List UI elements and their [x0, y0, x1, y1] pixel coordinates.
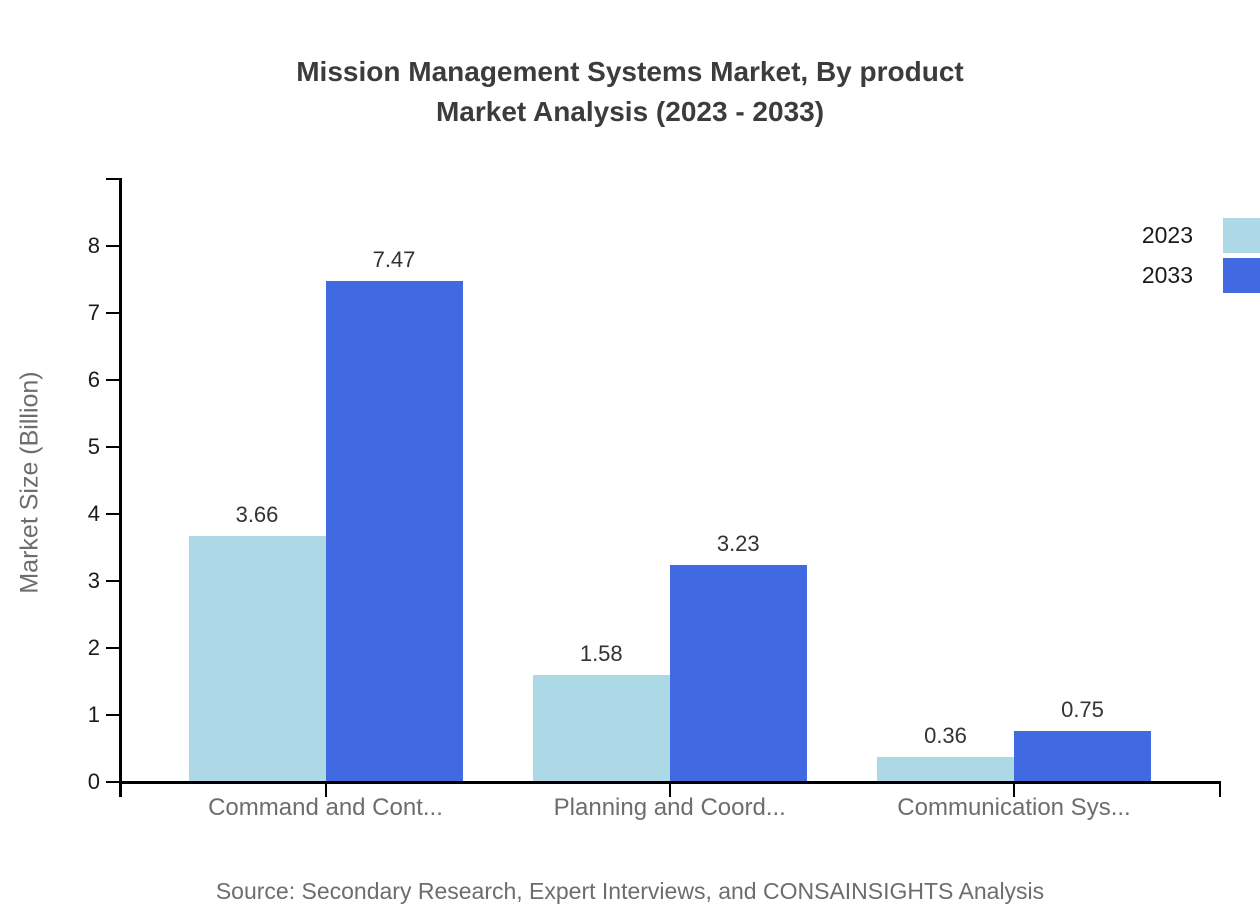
y-tick-label: 2 [87, 635, 100, 660]
bar-value-label: 1.58 [579, 641, 623, 667]
y-tick [106, 580, 119, 582]
y-tick-label: 3 [87, 568, 100, 593]
y-axis-label: Market Size (Billion) [15, 371, 44, 594]
legend-item-2023: 2023 [1142, 218, 1260, 253]
bar-2023 [877, 756, 1014, 781]
bar-2023 [188, 535, 326, 781]
y-tick [106, 446, 119, 448]
chart-title: Mission Management Systems Market, By pr… [0, 52, 1260, 132]
source-note: Source: Secondary Research, Expert Inter… [215, 878, 1045, 904]
x-tick [668, 784, 671, 797]
bar-2023 [532, 675, 670, 781]
legend-label: 2033 [1141, 262, 1193, 288]
y-tick-label: 1 [87, 702, 100, 727]
y-tick [106, 379, 119, 381]
y-tick [106, 714, 119, 716]
bar-2033 [669, 564, 807, 781]
legend-swatch-icon [1223, 218, 1260, 253]
x-tick [1013, 784, 1015, 797]
x-tick [324, 784, 327, 797]
bar-value-label: 7.47 [372, 246, 416, 272]
y-tick [106, 245, 119, 247]
y-tick [106, 513, 119, 515]
bar-2033 [1014, 730, 1151, 781]
chart-title-line2: Market Analysis (2023 - 2033) [435, 96, 825, 127]
chart-title-line1: Mission Management Systems Market, By pr… [296, 56, 964, 87]
bar-value-label: 0.75 [1061, 696, 1104, 722]
y-tick [106, 647, 119, 649]
bar-value-label: 3.23 [716, 530, 760, 556]
bar-2033 [325, 280, 463, 781]
x-axis-line [119, 781, 1221, 784]
category-label: Command and Cont... [208, 794, 443, 821]
bar-value-label: 0.36 [924, 722, 967, 748]
bar-value-label: 3.66 [235, 501, 279, 527]
category-label: Planning and Coord... [553, 794, 786, 821]
y-axis-top-cap [106, 178, 119, 180]
y-tick-label: 8 [87, 233, 100, 258]
x-axis-end-cap [1219, 781, 1221, 797]
y-tick-label: 4 [87, 501, 100, 526]
y-tick-label: 7 [87, 300, 100, 325]
legend: 2023 2033 [1142, 218, 1260, 293]
y-tick [106, 781, 119, 783]
legend-swatch-icon [1223, 258, 1260, 293]
y-axis-line [119, 178, 122, 797]
y-tick-label: 0 [87, 769, 100, 794]
y-tick-label: 5 [87, 434, 100, 459]
legend-label: 2023 [1141, 222, 1193, 248]
category-label: Communication Sys... [897, 794, 1131, 821]
legend-item-2033: 2033 [1142, 258, 1260, 293]
y-tick [106, 312, 119, 314]
y-tick-label: 6 [87, 367, 100, 392]
